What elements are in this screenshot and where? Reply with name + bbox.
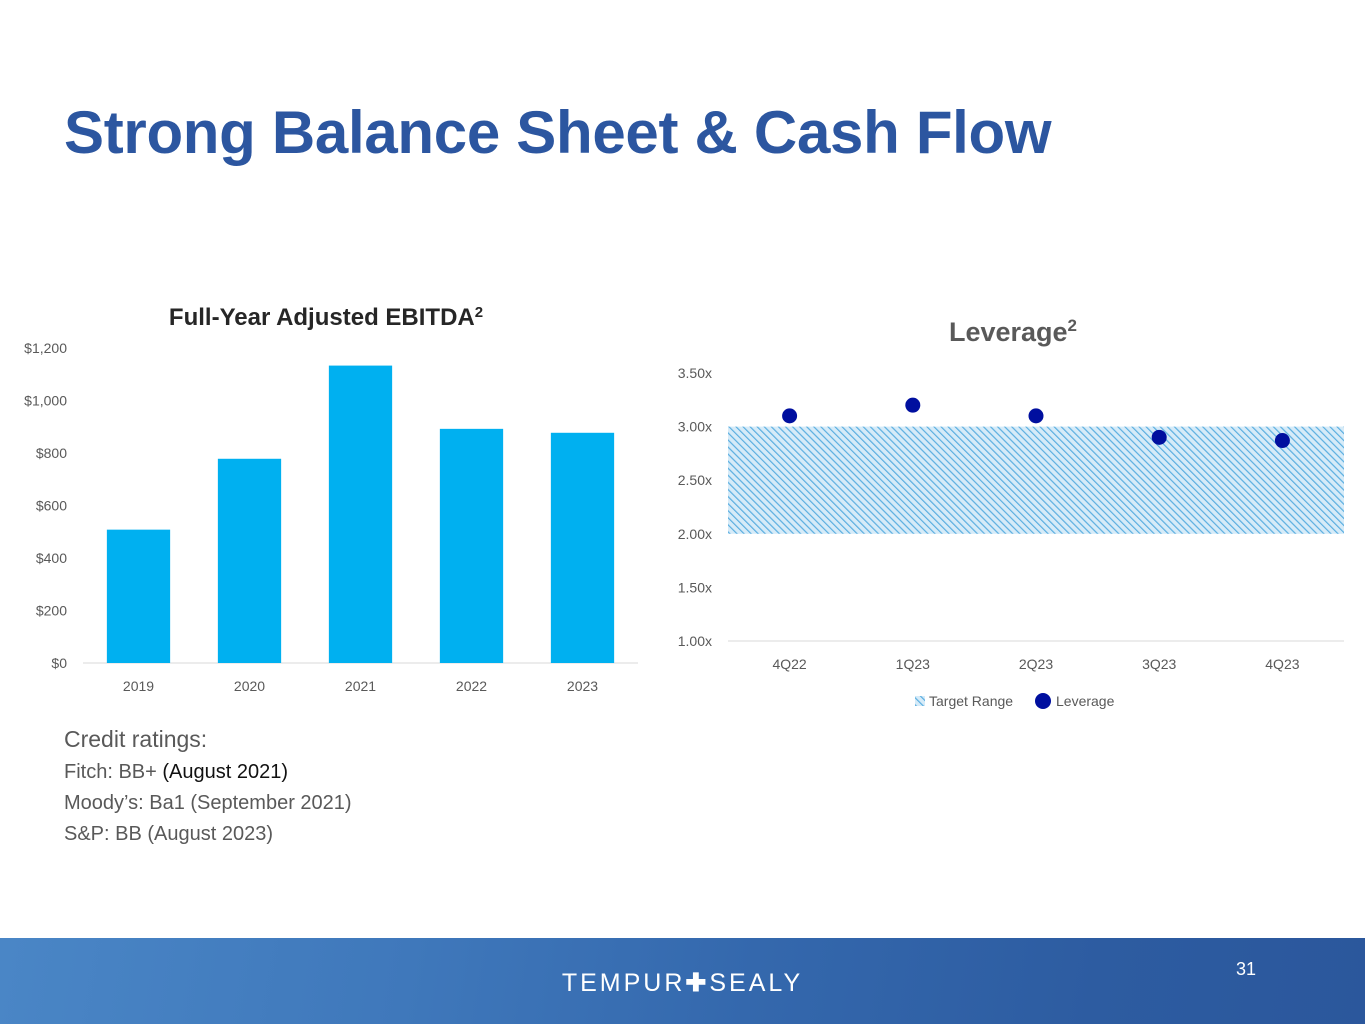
leverage-chart: Leverage2 1.00x1.50x2.00x2.50x3.00x3.50x… (678, 316, 1344, 709)
leverage-chart-title: Leverage2 (949, 316, 1077, 347)
leverage-y-tick: 3.00x (678, 419, 712, 435)
ebitda-bar-2020 (217, 458, 282, 663)
fitch-rating-label: Fitch: BB+ (64, 761, 163, 783)
ebitda-y-tick: $600 (36, 498, 67, 514)
ebitda-bar-2021 (328, 365, 393, 663)
leverage-point-1Q23 (905, 397, 921, 413)
ebitda-x-tick: 2021 (345, 678, 376, 694)
ebitda-x-tick: 2023 (567, 678, 598, 694)
legend-target-range-label: Target Range (929, 693, 1013, 709)
moodys-rating: Moody’s: Ba1 (September 2021) (64, 792, 352, 814)
ebitda-x-tick: 2022 (456, 678, 487, 694)
page-title: Strong Balance Sheet & Cash Flow (64, 99, 1052, 166)
leverage-y-tick: 3.50x (678, 365, 712, 381)
ebitda-y-tick: $800 (36, 445, 67, 461)
ebitda-y-tick: $1,200 (24, 340, 67, 356)
leverage-x-tick: 3Q23 (1142, 656, 1176, 672)
leverage-point-3Q23 (1151, 429, 1167, 445)
leverage-x-tick: 2Q23 (1019, 656, 1053, 672)
legend-leverage-swatch (1035, 693, 1051, 709)
leverage-x-tick: 4Q23 (1265, 656, 1299, 672)
sp-rating: S&P: BB (August 2023) (64, 823, 274, 845)
tempur-sealy-logo: TEMPUR✚SEALY (0, 968, 1365, 998)
legend-target-range-swatch (915, 696, 925, 706)
fitch-rating-date: (August 2021) (162, 761, 289, 783)
logo-sealy: SEALY (709, 969, 804, 997)
leverage-x-tick: 1Q23 (896, 656, 930, 672)
leverage-point-4Q23 (1274, 433, 1290, 449)
ebitda-y-tick: $1,000 (24, 393, 67, 409)
ebitda-title-superscript: 2 (475, 304, 483, 321)
ebitda-y-tick: $200 (36, 603, 67, 619)
ebitda-bar-2022 (439, 428, 504, 663)
ebitda-x-tick: 2019 (123, 678, 154, 694)
ebitda-y-tick: $0 (51, 655, 67, 671)
credit-ratings: Credit ratings: Fitch: BB+ (August 2021)… (64, 726, 352, 854)
leverage-title-text: Leverage (949, 317, 1068, 347)
target-range-band (728, 426, 1344, 534)
logo-tempur: TEMPUR (561, 969, 686, 997)
ebitda-y-tick: $400 (36, 550, 67, 566)
ebitda-x-tick: 2020 (234, 678, 265, 694)
leverage-y-tick: 1.50x (678, 579, 712, 595)
ebitda-bar-2019 (106, 529, 171, 663)
logo-plus-icon: ✚ (685, 969, 710, 997)
leverage-point-2Q23 (1028, 408, 1044, 424)
page-number: 31 (1236, 959, 1257, 979)
leverage-x-tick: 4Q22 (772, 656, 806, 672)
ebitda-chart-title: Full-Year Adjusted EBITDA2 (169, 304, 483, 331)
leverage-legend: Target Range Leverage (915, 693, 1115, 709)
footer-band: TEMPUR✚SEALY 31 (0, 938, 1365, 1024)
ebitda-title-text: Full-Year Adjusted EBITDA (169, 304, 475, 331)
credit-ratings-heading: Credit ratings: (64, 726, 208, 752)
ebitda-bar-2023 (550, 432, 615, 663)
leverage-y-tick: 2.00x (678, 526, 712, 542)
leverage-y-tick: 1.00x (678, 633, 712, 649)
fitch-rating: Fitch: BB+ (August 2021) (64, 761, 352, 784)
legend-leverage-label: Leverage (1056, 693, 1115, 709)
leverage-point-4Q22 (782, 408, 798, 424)
leverage-title-superscript: 2 (1068, 316, 1077, 335)
leverage-y-tick: 2.50x (678, 472, 712, 488)
ebitda-chart: Full-Year Adjusted EBITDA2 $0 $200 $400 $60… (24, 304, 638, 694)
